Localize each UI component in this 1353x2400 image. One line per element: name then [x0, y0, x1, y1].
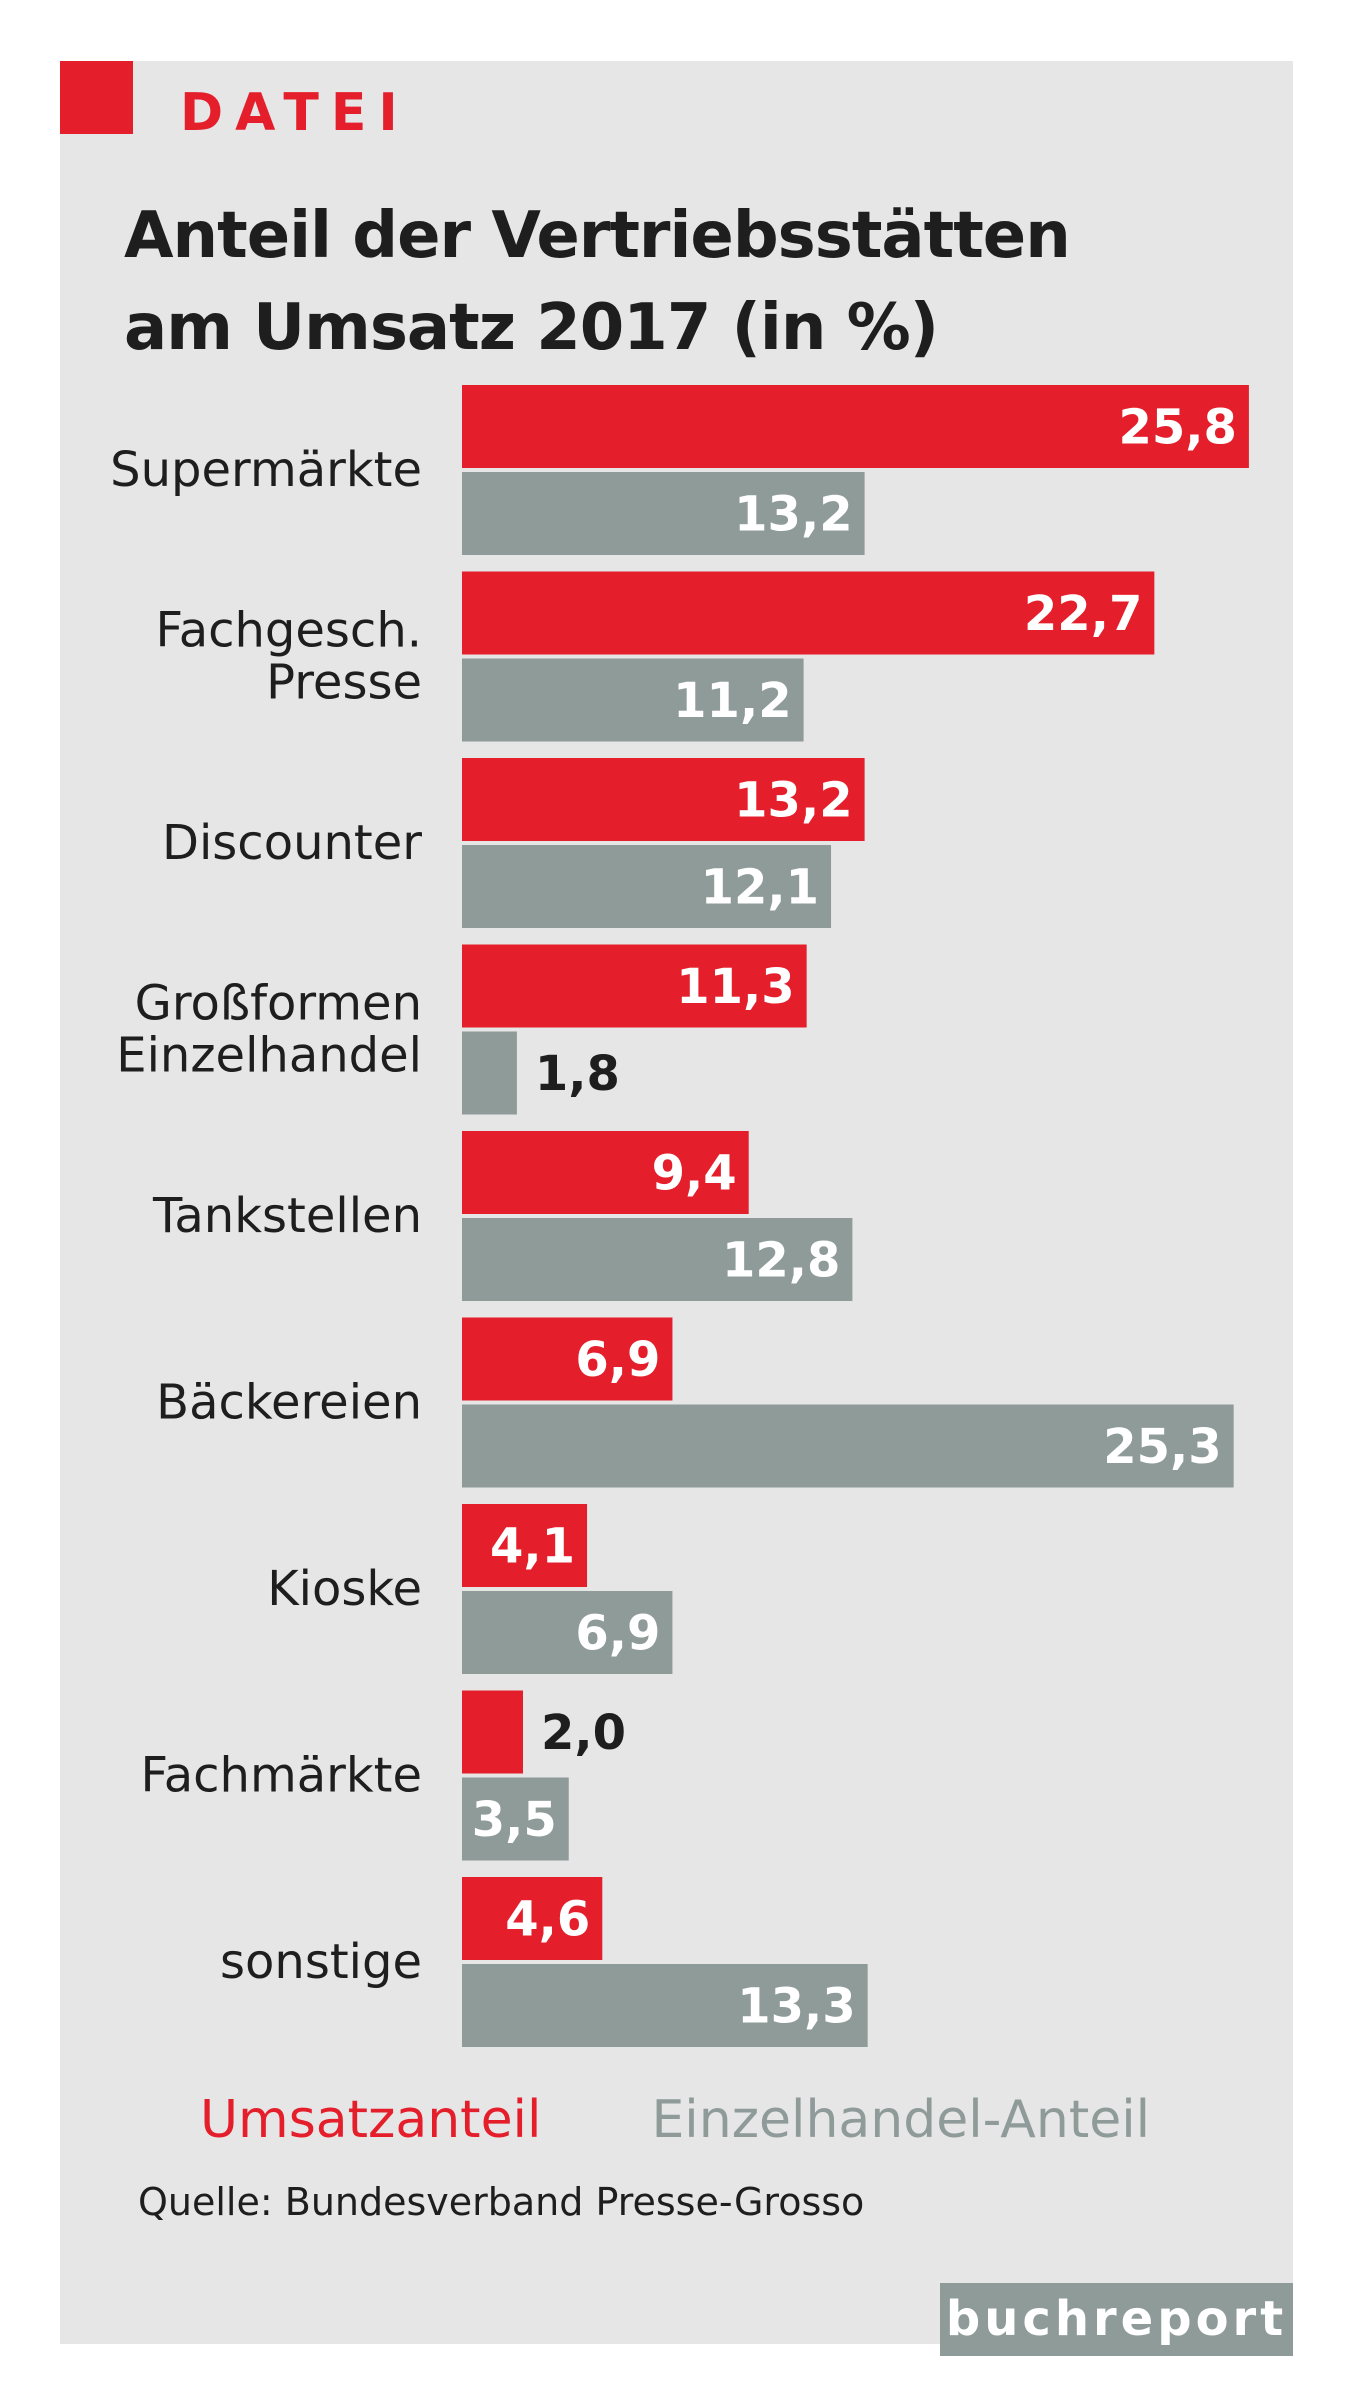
legend-item-umsatzanteil: Umsatzanteil	[200, 2090, 542, 2150]
category-label: Kioske	[267, 1561, 422, 1617]
bar	[462, 385, 1249, 468]
data-label: 3,5	[472, 1792, 557, 1848]
data-label: 12,1	[701, 860, 819, 916]
header-marker	[60, 61, 133, 134]
bar	[462, 1690, 523, 1774]
category-label: Großformen	[135, 976, 422, 1032]
category-label: Fachgesch.	[155, 603, 422, 659]
data-label: 13,3	[737, 1979, 855, 2035]
legend: Umsatzanteil Einzelhandel-Anteil	[200, 2080, 1150, 2160]
bar	[462, 1317, 673, 1401]
data-label: 6,9	[575, 1332, 660, 1388]
kicker-label: DATEI	[180, 83, 410, 143]
bar	[462, 1591, 673, 1674]
legend-item-einzelhandel-anteil: Einzelhandel-Anteil	[651, 2090, 1151, 2150]
category-label: Tankstellen	[152, 1188, 422, 1244]
category-label: Bäckereien	[156, 1375, 422, 1431]
bar	[462, 571, 1155, 655]
bar	[462, 944, 807, 1028]
source-note: Quelle: Bundesverband Presse-Grosso	[138, 2180, 865, 2224]
data-label: 25,8	[1118, 400, 1236, 456]
bar	[462, 658, 804, 742]
bar	[462, 1877, 603, 1960]
data-label: 13,2	[734, 773, 852, 829]
data-label: 13,2	[734, 487, 852, 543]
bar	[462, 758, 865, 841]
category-label: sonstige	[220, 1934, 422, 1990]
data-label: 4,1	[490, 1519, 575, 1575]
data-label: 12,8	[722, 1233, 840, 1289]
bar	[462, 1964, 868, 2047]
category-label: Discounter	[162, 815, 422, 871]
bar	[462, 1131, 749, 1214]
bar	[462, 1777, 569, 1861]
category-label: Presse	[266, 655, 422, 711]
bar	[462, 845, 832, 928]
chart-title-line1: Anteil der Vertriebsstätten	[124, 199, 1071, 273]
data-label: 25,3	[1103, 1419, 1221, 1475]
category-label: Fachmärkte	[141, 1748, 422, 1804]
data-label: 9,4	[652, 1146, 737, 1202]
bar	[462, 1504, 588, 1587]
data-label: 1,8	[535, 1046, 620, 1102]
data-label: 4,6	[505, 1892, 590, 1948]
category-label: Einzelhandel	[116, 1028, 422, 1084]
data-label: 22,7	[1024, 586, 1142, 642]
data-label: 2,0	[541, 1705, 626, 1761]
brand-logo: buchreport	[940, 2283, 1293, 2356]
data-label: 6,9	[575, 1606, 660, 1662]
data-label: 11,3	[676, 959, 794, 1015]
bar	[462, 472, 865, 555]
bar	[462, 1404, 1234, 1488]
bar	[462, 1031, 517, 1115]
chart-title: Anteil der Vertriebsstätten am Umsatz 20…	[124, 190, 1071, 374]
data-label: 11,2	[673, 673, 791, 729]
category-label: Supermärkte	[110, 442, 422, 498]
bar	[462, 1218, 853, 1301]
chart-title-line2: am Umsatz 2017 (in %)	[124, 291, 939, 365]
